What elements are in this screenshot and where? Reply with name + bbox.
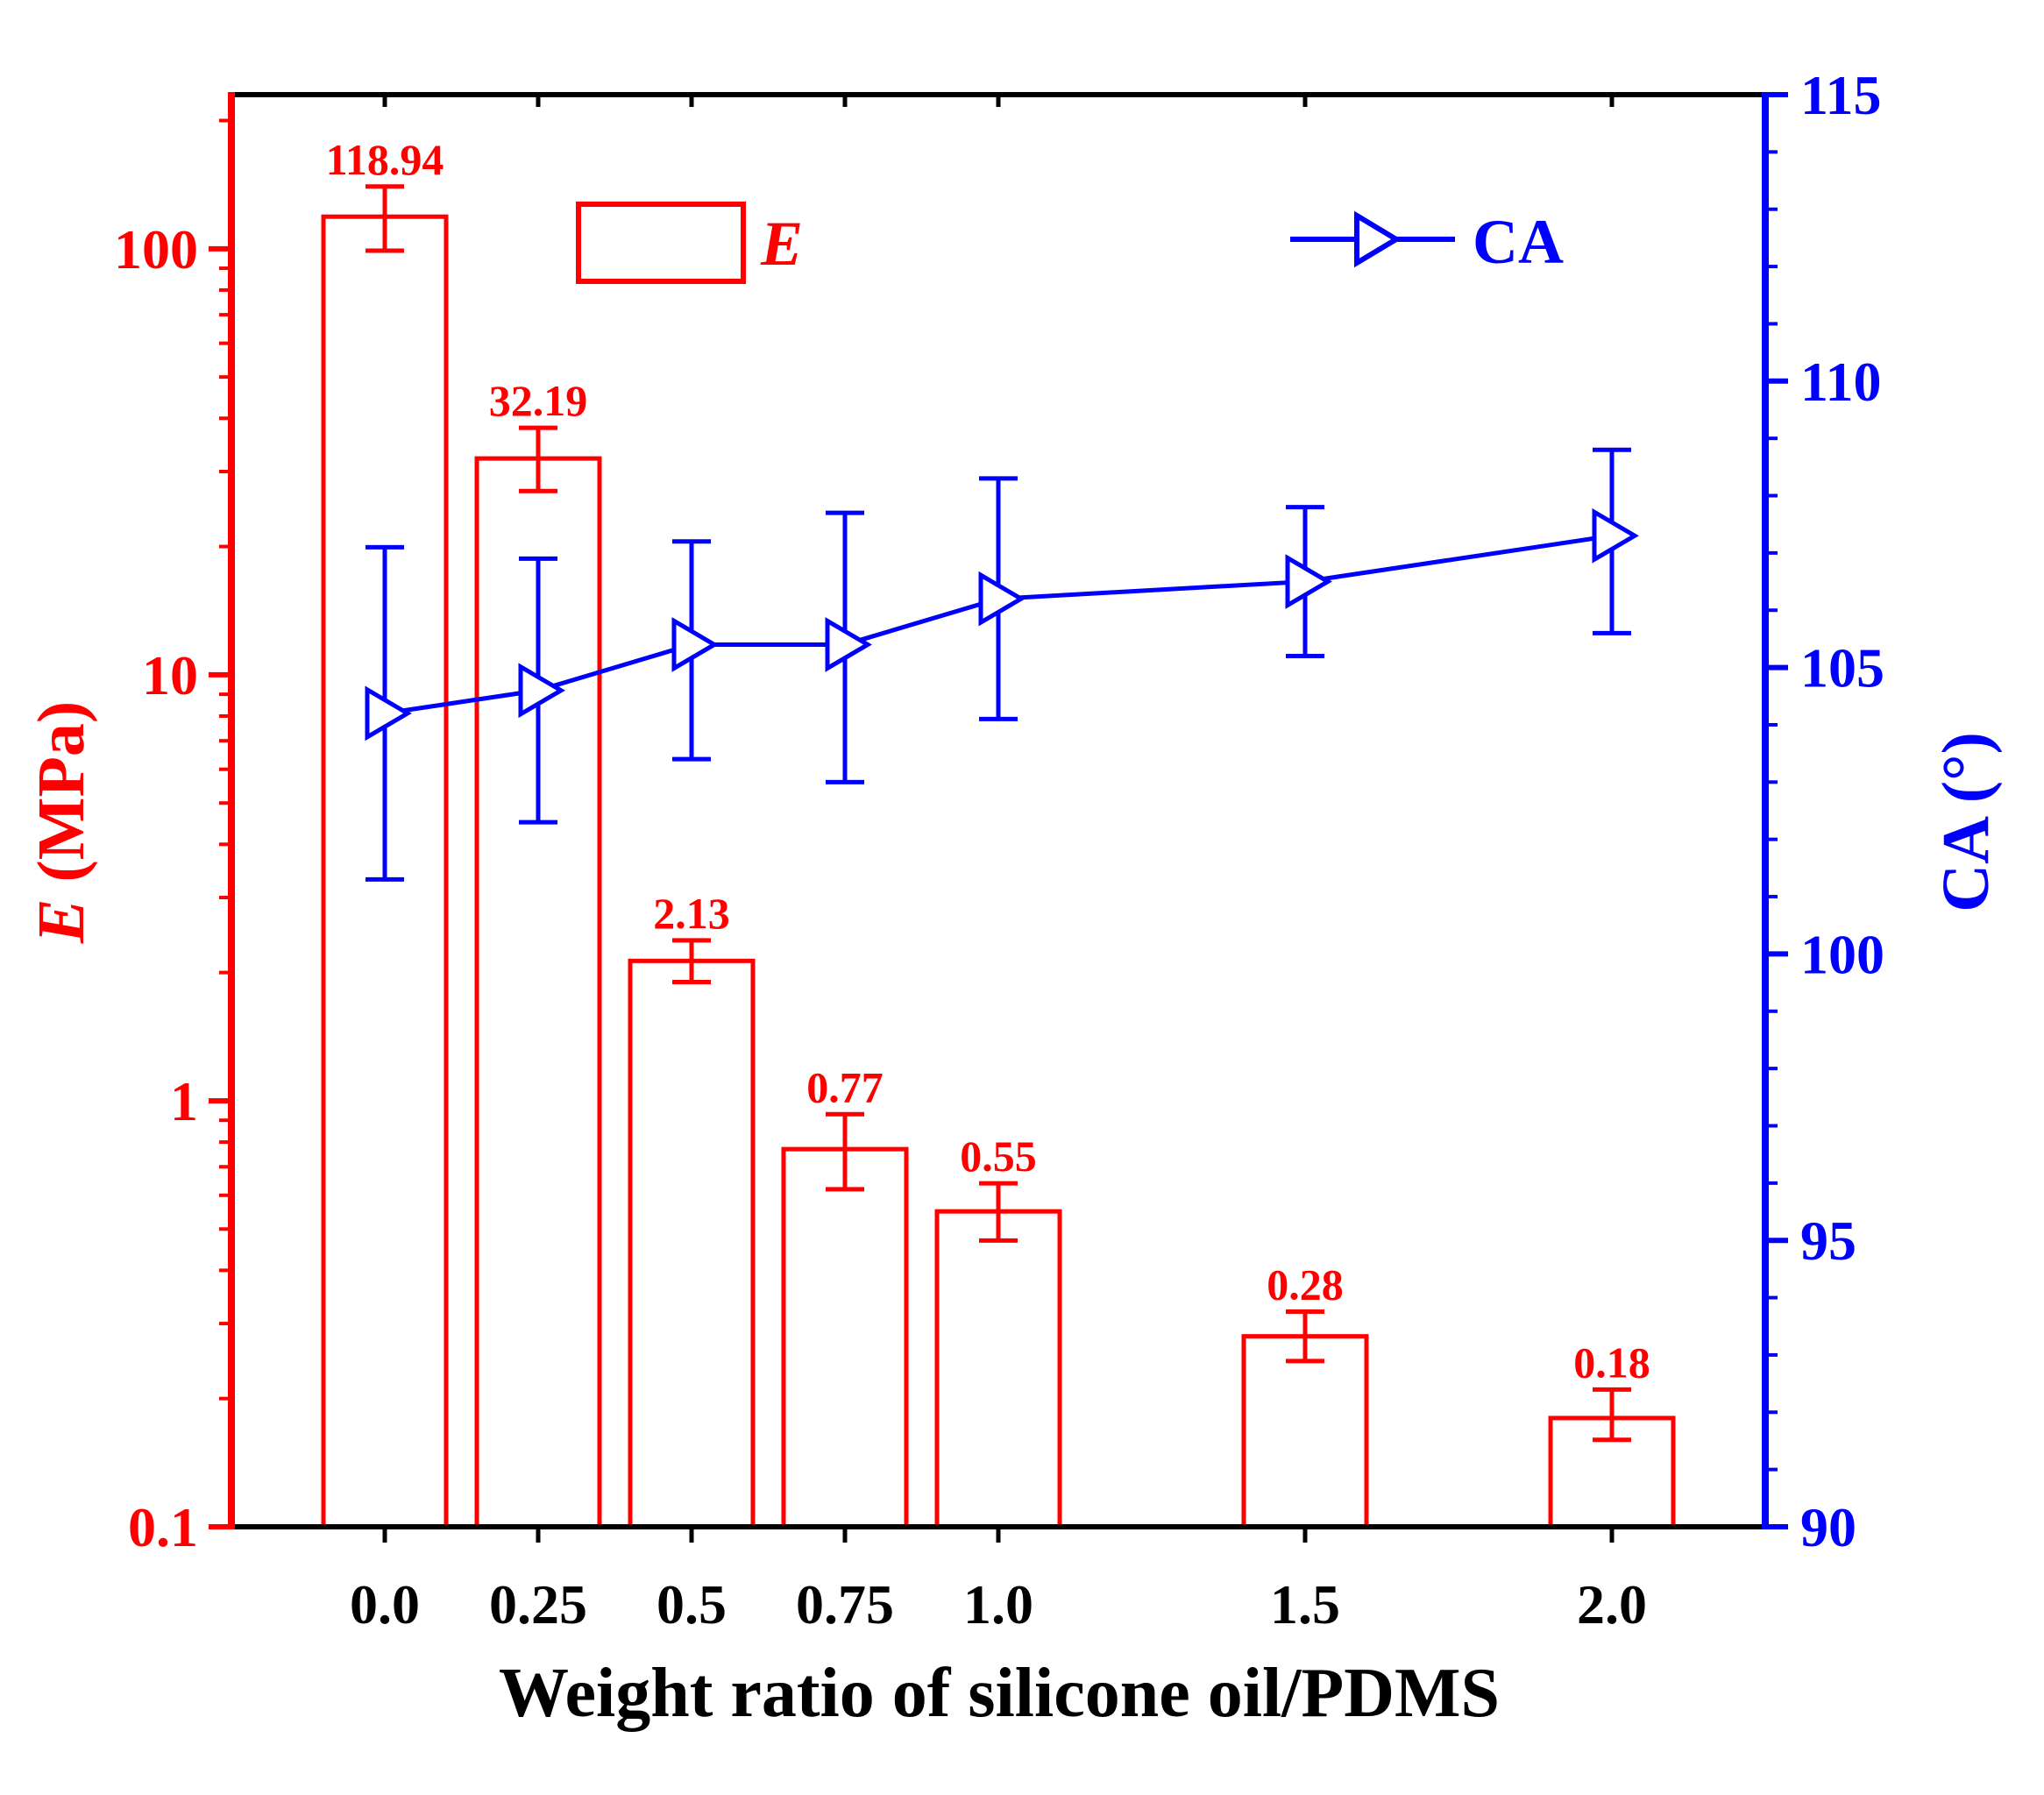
right-axis-title: CA (°) [1929,732,2003,912]
bar-e-data-label: 118.94 [326,135,444,184]
right-tick-label: 95 [1800,1210,1856,1272]
legend: E CA [576,202,1564,284]
bar-e-data-label: 32.19 [489,376,588,425]
bar-e-data-label: 0.77 [806,1062,884,1111]
left-tick-label: 10 [142,644,198,706]
x-tick-label: 0.25 [489,1573,587,1635]
ca-point-marker [1285,554,1332,609]
x-tick-label: 0.75 [796,1573,894,1635]
x-tick-label: 0.0 [350,1573,420,1635]
plot-layer: 118.94 32.19 2.13 0.77 0.55 0.28 0.18 0.0 0.25 0.… [114,64,1884,1635]
left-tick-label: 1 [170,1070,198,1132]
right-tick-label: 90 [1800,1496,1856,1558]
ca-point-marker [365,685,412,741]
left-axis-title: E (MPa) [25,701,98,944]
legend-e-swatch [576,202,746,284]
right-tick-label: 110 [1800,351,1881,413]
left-tick-label: 0.1 [128,1496,198,1558]
x-tick-label: 0.5 [656,1573,727,1635]
ca-point-marker [518,663,565,719]
ca-point-marker [671,617,719,672]
x-tick-label: 2.0 [1577,1573,1647,1635]
bar-e-data-label: 0.28 [1267,1259,1344,1309]
ca-point-marker [825,617,872,672]
x-tick-label: 1.5 [1270,1573,1340,1635]
legend-ca-marker [1354,210,1402,268]
right-tick-label: 115 [1800,64,1881,126]
left-axis-title-unit: (MPa) [25,701,98,899]
bar-e-data-label: 2.13 [653,889,730,938]
bar-e-data-label: 0.55 [960,1132,1037,1181]
left-tick-label: 100 [114,218,198,280]
right-tick-label: 105 [1800,637,1884,699]
legend-e-label: E [760,209,803,279]
x-axis-title: Weight ratio of silicone oil/PDMS [499,1655,1500,1732]
left-axis-title-italic: E [25,899,98,945]
ca-point-marker [1592,507,1639,564]
right-tick-label: 100 [1800,923,1884,985]
ca-point-marker [978,571,1026,627]
x-tick-label: 1.0 [963,1573,1033,1635]
legend-ca-label: CA [1473,207,1564,277]
bar-e-data-label: 0.18 [1573,1337,1650,1387]
